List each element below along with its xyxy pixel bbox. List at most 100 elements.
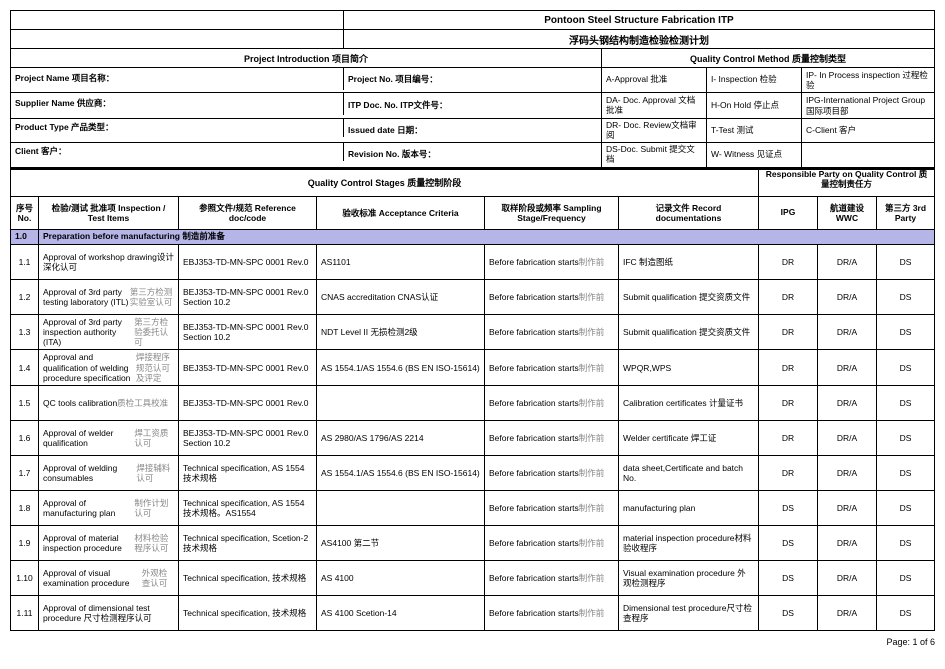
stages-header: Quality Control Stages 质量控制阶段 xyxy=(11,170,759,196)
table-cell: AS 1554.1/AS 1554.6 (BS EN ISO-15614) xyxy=(317,350,485,385)
table-cell: BEJ353-TD-MN-SPC 0001 Rev.0 Section 10.2 xyxy=(179,315,317,350)
table-cell: Before fabrication starts 制作前 xyxy=(485,561,619,595)
table-cell: DS xyxy=(877,245,934,279)
col-ipg: IPG xyxy=(759,197,818,229)
title-row-en: Pontoon Steel Structure Fabrication ITP xyxy=(11,11,934,30)
table-cell: IFC 制造图纸 xyxy=(619,245,759,279)
table-row: 1.2Approval of 3rd party testing laborat… xyxy=(11,280,934,315)
table-cell: DR/A xyxy=(818,456,877,490)
table-cell: Before fabrication starts 制作前 xyxy=(485,596,619,630)
table-cell: material inspection procedure材料验收程序 xyxy=(619,526,759,560)
legend-da: DA- Doc. Approval 文档批准 xyxy=(602,93,707,117)
info-row-1: Project Name 项目名称： Project No. 项目编号： A-A… xyxy=(11,68,934,93)
table-cell: Visual examination procedure 外观检测程序 xyxy=(619,561,759,595)
table-cell: DS xyxy=(759,561,818,595)
table-cell: 1.4 xyxy=(11,350,39,385)
table-cell xyxy=(317,386,485,420)
project-name-label: Project Name 项目名称： xyxy=(11,68,344,90)
table-cell: Before fabrication starts 制作前 xyxy=(485,245,619,279)
table-cell: CNAS accreditation CNAS认证 xyxy=(317,280,485,314)
table-row: 1.11Approval of dimensional test procedu… xyxy=(11,596,934,630)
table-cell: 1.3 xyxy=(11,315,39,350)
table-cell: AS 4100 xyxy=(317,561,485,595)
table-cell: Before fabrication starts 制作前 xyxy=(485,491,619,525)
table-cell: 1.8 xyxy=(11,491,39,525)
table-cell: Approval of material inspection procedur… xyxy=(39,526,179,560)
table-cell: Technical specification, 技术规格 xyxy=(179,596,317,630)
table-cell: DR xyxy=(759,386,818,420)
table-cell: DS xyxy=(877,315,934,350)
table-cell: Approval of dimensional test procedure 尺… xyxy=(39,596,179,630)
legend-ds: DS-Doc. Submit 提交文档 xyxy=(602,143,707,167)
table-cell: EBJ353-TD-MN-SPC 0001 Rev.0 xyxy=(179,245,317,279)
table-cell: DS xyxy=(877,456,934,490)
table-cell: DR xyxy=(759,421,818,455)
col-record: 记录文件 Record documentations xyxy=(619,197,759,229)
table-cell: 1.7 xyxy=(11,456,39,490)
table-cell: Before fabrication starts 制作前 xyxy=(485,526,619,560)
legend-i: I- Inspection 检验 xyxy=(707,68,802,92)
table-cell: Submit qualification 提交资质文件 xyxy=(619,315,759,350)
legend-w: W- Witness 见证点 xyxy=(707,143,802,167)
table-cell: DS xyxy=(877,386,934,420)
info-row-3: Product Type 产品类型： Issued date 日期： DR- D… xyxy=(11,119,934,144)
legend-c: C-Client 客户 xyxy=(802,119,934,143)
table-cell: Technical specification, Scetion-2 技术规格 xyxy=(179,526,317,560)
table-cell: data sheet,Certificate and batch No. xyxy=(619,456,759,490)
legend-ip: IP- In Process inspection 过程检验 xyxy=(802,68,934,92)
table-cell: DR/A xyxy=(818,280,877,314)
legend-t: T-Test 测试 xyxy=(707,119,802,143)
qc-method-header: Quality Control Method 质量控制类型 xyxy=(602,49,934,67)
col-sampling: 取样阶段或频率 Sampling Stage/Frequency xyxy=(485,197,619,229)
page-footer: Page: 1 of 6 xyxy=(10,631,935,647)
table-cell: DR/A xyxy=(818,596,877,630)
legend-dr: DR- Doc. Review文档审阅 xyxy=(602,119,707,143)
proj-intro-header: Project Introduction 项目简介 xyxy=(11,49,602,67)
table-row: 1.3Approval of 3rd party inspection auth… xyxy=(11,315,934,351)
section-1-header: 1.0 Preparation before manufacturing 制造前… xyxy=(11,230,934,245)
table-cell: manufacturing plan xyxy=(619,491,759,525)
table-cell xyxy=(317,491,485,525)
table-cell: DS xyxy=(877,561,934,595)
data-rows-container: 1.1Approval of workshop drawing设计深化认可EBJ… xyxy=(11,245,934,630)
table-cell: Approval of welding consumables焊接辅料认可 xyxy=(39,456,179,490)
table-cell: BEJ353-TD-MN-SPC 0001 Rev.0 Section 10.2 xyxy=(179,421,317,455)
responsible-header: Responsible Party on Quality Control 质量控… xyxy=(759,170,934,188)
col-wwc: 航道建设 WWC xyxy=(818,197,877,229)
table-cell: 1.2 xyxy=(11,280,39,314)
table-cell: DR/A xyxy=(818,421,877,455)
table-cell: BEJ353-TD-MN-SPC 0001 Rev.0 xyxy=(179,386,317,420)
itp-doc-label: ITP Doc. No. ITP文件号： xyxy=(344,93,602,117)
table-cell: AS1101 xyxy=(317,245,485,279)
table-cell: DR/A xyxy=(818,315,877,350)
doc-title-en: Pontoon Steel Structure Fabrication ITP xyxy=(344,11,934,29)
table-row: 1.9Approval of material inspection proce… xyxy=(11,526,934,561)
table-cell: QC tools calibration质检工具校准 xyxy=(39,386,179,420)
table-cell: Welder certificate 焊工证 xyxy=(619,421,759,455)
table-cell: Approval of 3rd party inspection authori… xyxy=(39,315,179,350)
table-cell: Calibration certificates 计量证书 xyxy=(619,386,759,420)
table-cell: DR xyxy=(759,350,818,385)
table-cell: DR/A xyxy=(818,561,877,595)
table-cell: DR/A xyxy=(818,491,877,525)
table-cell: DS xyxy=(877,350,934,385)
table-row: 1.4Approval and qualification of welding… xyxy=(11,350,934,386)
column-header-row: 序号 No. 检验/测试 批准项 Inspection / Test Items… xyxy=(11,197,934,230)
table-cell: WPQR,WPS xyxy=(619,350,759,385)
table-cell: Technical specification, AS 1554 技术规格。AS… xyxy=(179,491,317,525)
table-cell: Approval of 3rd party testing laboratory… xyxy=(39,280,179,314)
supplier-label: Supplier Name 供应商： xyxy=(11,93,344,115)
legend-ipg: IPG-International Project Group 国际项目部 xyxy=(802,93,934,117)
stages-header-row: Quality Control Stages 质量控制阶段 Responsibl… xyxy=(11,168,934,197)
table-cell: Before fabrication starts 制作前 xyxy=(485,350,619,385)
table-cell: DS xyxy=(877,596,934,630)
table-row: 1.5QC tools calibration质检工具校准BEJ353-TD-M… xyxy=(11,386,934,421)
table-cell: DR/A xyxy=(818,386,877,420)
table-cell: Dimensional test procedure尺寸检查程序 xyxy=(619,596,759,630)
table-cell: NDT Level II 无损检测2级 xyxy=(317,315,485,350)
table-cell: Before fabrication starts 制作前 xyxy=(485,280,619,314)
table-cell: DS xyxy=(759,491,818,525)
table-cell: AS4100 第二节 xyxy=(317,526,485,560)
table-cell: Approval of welder qualification焊工资质认可 xyxy=(39,421,179,455)
issued-label: Issued date 日期： xyxy=(344,119,602,143)
